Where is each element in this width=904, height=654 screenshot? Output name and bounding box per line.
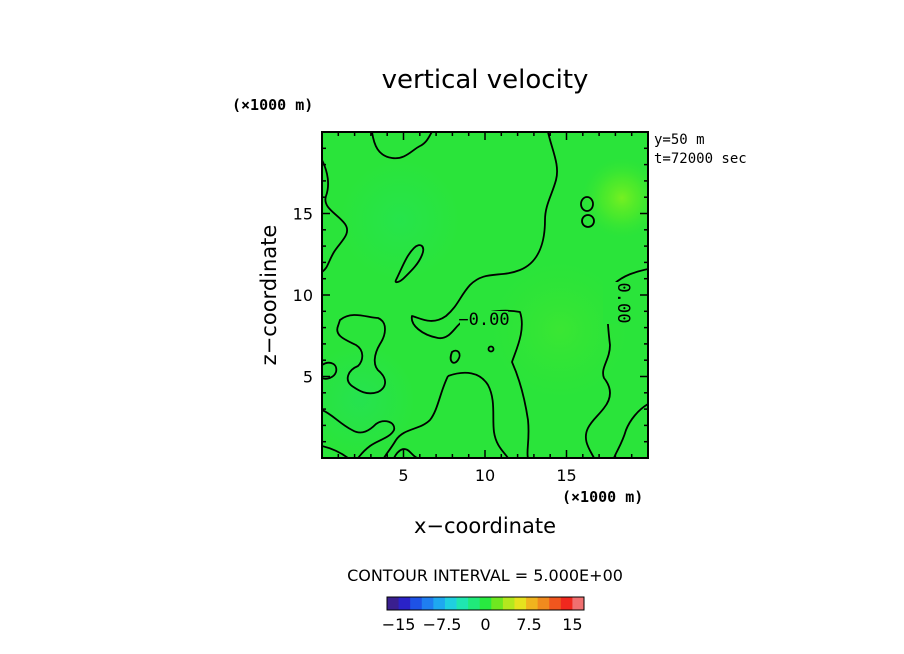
y-tick-label-15: 15 <box>293 205 313 224</box>
field-shade-warm-2 <box>322 132 648 458</box>
chart-title: vertical velocity <box>382 65 589 95</box>
contour-label-bg-2 <box>603 282 622 324</box>
colorbar-cell-12 <box>526 597 539 610</box>
contour-interval-text: CONTOUR INTERVAL = 5.000E+00 <box>347 566 623 585</box>
y-tick-label-10: 10 <box>293 286 313 305</box>
colorbar-frame <box>386 596 585 611</box>
x-tick-label-5: 5 <box>398 466 408 485</box>
colorbar-cell-13 <box>537 597 550 610</box>
contour-label-bg-1 <box>460 311 508 328</box>
contour-small-ring-1 <box>580 196 594 212</box>
contour-left-blob <box>336 314 386 395</box>
y-tick-label-5: 5 <box>303 368 313 387</box>
heatmap-field: −0.00 0.00 <box>322 132 648 458</box>
contour-right-edge <box>613 403 648 458</box>
colorbar-tick-labels: −15 −7.5 0 7.5 15 <box>382 615 583 634</box>
contour-small-ring-2 <box>581 214 595 228</box>
info-line-t: t=72000 sec <box>654 151 747 167</box>
colorbar-cell-7 <box>468 597 481 610</box>
colorbar-cell-1 <box>398 597 411 610</box>
colorbar-cell-0 <box>387 597 399 610</box>
contour-bottom-edge-left <box>322 445 349 458</box>
contour-bottom-left <box>322 409 396 458</box>
zero-contours <box>322 132 648 458</box>
y-scale-label: (×1000 m) <box>232 96 313 114</box>
colorbar-cell-6 <box>456 597 469 610</box>
colorbar-tick-label-2: 0 <box>480 615 490 634</box>
colorbar <box>386 596 585 611</box>
x-scale-label: (×1000 m) <box>562 488 643 506</box>
contour-mid-left-lobe <box>394 244 425 284</box>
contour-label-zero-right: 0.00 <box>613 283 633 324</box>
contour-left-upper <box>322 159 348 273</box>
axis-ticks <box>322 132 648 458</box>
x-axis-label: x−coordinate <box>414 514 556 538</box>
x-tick-label-10: 10 <box>475 466 495 485</box>
colorbar-tick-label-3: 7.5 <box>516 615 541 634</box>
colorbar-tick-label-1: −7.5 <box>423 615 462 634</box>
contour-top-left <box>371 132 433 160</box>
colorbar-cell-5 <box>444 597 457 610</box>
x-tick-label-15: 15 <box>556 466 576 485</box>
colorbar-cell-2 <box>410 597 423 610</box>
axis-tick-labels: 5 10 15 5 10 15 <box>293 205 577 486</box>
contour-small-center <box>449 349 461 364</box>
colorbar-cell-10 <box>502 597 515 610</box>
contour-center-left <box>383 375 449 458</box>
contour-left-small <box>322 361 338 380</box>
contour-top-right-boundary <box>410 132 558 458</box>
contour-labels: −0.00 0.00 <box>458 282 633 330</box>
colorbar-cell-9 <box>491 597 504 610</box>
colorbar-cell-16 <box>572 597 585 610</box>
contour-label-neg-zero: −0.00 <box>458 310 509 330</box>
colorbar-cell-4 <box>433 597 446 610</box>
colorbar-cell-8 <box>479 597 492 610</box>
contour-center-loop <box>447 371 509 458</box>
contour-tiny-center <box>487 345 495 353</box>
colorbar-cell-14 <box>549 597 562 610</box>
colorbar-tick-label-0: −15 <box>382 615 416 634</box>
colorbar-cell-3 <box>421 597 434 610</box>
y-axis-label: z−coordinate <box>257 225 281 366</box>
info-line-y: y=50 m <box>654 132 705 148</box>
colorbar-cell-11 <box>514 597 527 610</box>
colorbar-tick-label-4: 15 <box>562 615 582 634</box>
colorbar-cell-15 <box>560 597 573 610</box>
